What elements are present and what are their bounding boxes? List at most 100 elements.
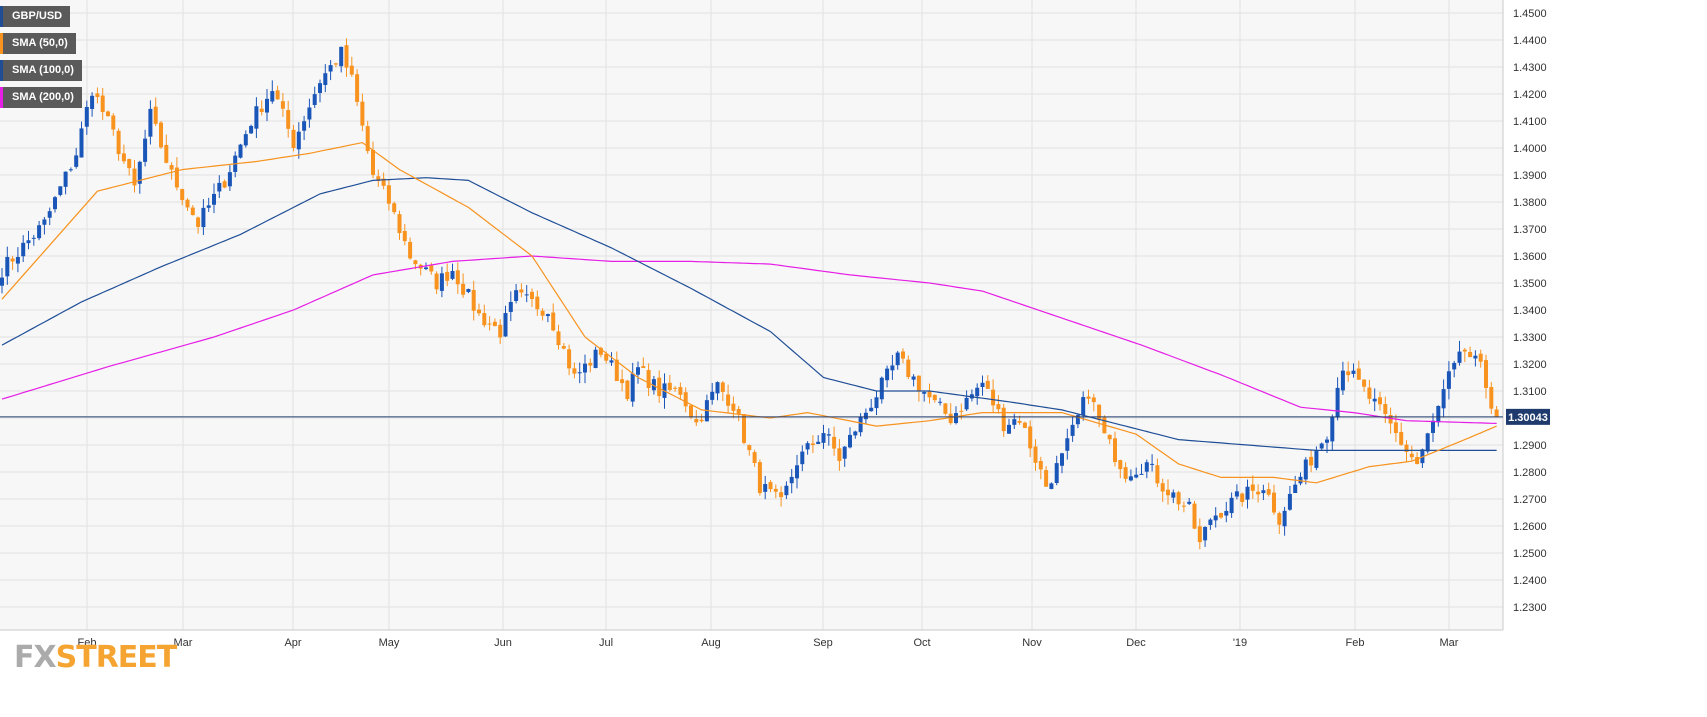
candle[interactable] — [954, 406, 958, 425]
candle[interactable] — [37, 220, 42, 241]
candle[interactable] — [1245, 479, 1250, 509]
candle[interactable] — [275, 85, 280, 100]
candle[interactable] — [895, 350, 900, 370]
candle[interactable] — [736, 406, 741, 422]
candle[interactable] — [63, 171, 68, 195]
candle[interactable] — [1303, 457, 1308, 485]
candle[interactable] — [1139, 463, 1144, 475]
candle[interactable] — [95, 87, 100, 104]
candle[interactable] — [1415, 452, 1420, 465]
candle[interactable] — [763, 475, 768, 500]
candle[interactable] — [201, 199, 206, 235]
candle[interactable] — [1409, 445, 1414, 461]
candle[interactable] — [683, 387, 688, 413]
candle[interactable] — [408, 237, 413, 260]
candle[interactable] — [588, 358, 593, 373]
candle[interactable] — [1452, 360, 1457, 378]
candle[interactable] — [68, 167, 73, 172]
candle[interactable] — [79, 121, 84, 158]
candle[interactable] — [1420, 448, 1425, 469]
candle[interactable] — [699, 413, 704, 423]
candle[interactable] — [1197, 518, 1202, 550]
candle[interactable] — [53, 195, 57, 213]
candle[interactable] — [132, 160, 137, 193]
candle[interactable] — [1203, 526, 1208, 547]
candle[interactable] — [1457, 340, 1462, 366]
candle[interactable] — [1298, 472, 1303, 486]
candle[interactable] — [1044, 466, 1049, 487]
candle[interactable] — [1234, 484, 1239, 500]
candle[interactable] — [439, 266, 444, 298]
candle[interactable] — [1446, 361, 1451, 400]
candle[interactable] — [1340, 361, 1345, 395]
candle[interactable] — [890, 355, 895, 380]
candle[interactable] — [280, 93, 285, 117]
candle[interactable] — [243, 130, 248, 148]
candle[interactable] — [339, 46, 344, 73]
candle[interactable] — [1388, 407, 1393, 434]
candle[interactable] — [100, 87, 105, 120]
candle[interactable] — [742, 414, 746, 445]
candle[interactable] — [74, 147, 79, 169]
candle[interactable] — [667, 374, 672, 392]
candle[interactable] — [302, 115, 307, 141]
candle[interactable] — [922, 390, 927, 402]
candle[interactable] — [42, 216, 47, 235]
candle[interactable] — [318, 79, 322, 103]
candle[interactable] — [567, 344, 572, 376]
candle[interactable] — [514, 284, 519, 304]
candle[interactable] — [1240, 492, 1245, 507]
candle[interactable] — [901, 348, 905, 364]
candle[interactable] — [1468, 346, 1473, 358]
candle[interactable] — [116, 128, 121, 161]
candle[interactable] — [795, 454, 799, 489]
candle[interactable] — [84, 100, 89, 135]
candle[interactable] — [1293, 475, 1298, 494]
candle[interactable] — [1256, 484, 1261, 503]
candle[interactable] — [1362, 379, 1367, 392]
candle[interactable] — [355, 69, 360, 107]
candle[interactable] — [159, 120, 163, 149]
candle[interactable] — [238, 143, 243, 159]
candle[interactable] — [826, 428, 831, 446]
candle[interactable] — [583, 354, 587, 384]
candle[interactable] — [10, 255, 15, 271]
candle[interactable] — [620, 369, 625, 392]
candle[interactable] — [747, 444, 752, 456]
candle[interactable] — [1282, 506, 1287, 536]
candle[interactable] — [1372, 388, 1377, 412]
candle[interactable] — [519, 283, 524, 298]
candle[interactable] — [466, 288, 471, 294]
candle[interactable] — [1484, 354, 1488, 399]
candle[interactable] — [106, 110, 110, 117]
candle[interactable] — [1022, 421, 1027, 429]
candle[interactable] — [212, 183, 216, 214]
candle[interactable] — [164, 134, 169, 164]
candle[interactable] — [726, 384, 731, 414]
candle[interactable] — [530, 288, 534, 308]
candle[interactable] — [174, 157, 179, 191]
candle[interactable] — [148, 100, 153, 145]
candle[interactable] — [371, 141, 375, 179]
candle[interactable] — [1187, 498, 1192, 506]
candle[interactable] — [222, 179, 227, 189]
candle[interactable] — [381, 172, 386, 190]
candle[interactable] — [911, 374, 916, 387]
candle[interactable] — [625, 379, 630, 402]
candle[interactable] — [1261, 484, 1266, 501]
candle[interactable] — [1277, 511, 1282, 534]
candle[interactable] — [540, 308, 545, 321]
candle[interactable] — [1473, 350, 1478, 367]
candle[interactable] — [678, 382, 683, 400]
candle[interactable] — [816, 435, 821, 445]
candle[interactable] — [0, 268, 4, 294]
candle[interactable] — [365, 120, 370, 154]
candle[interactable] — [1346, 361, 1351, 382]
candle[interactable] — [450, 263, 455, 281]
candle[interactable] — [286, 100, 291, 138]
candle[interactable] — [1123, 462, 1128, 483]
candle[interactable] — [673, 386, 678, 392]
candle[interactable] — [26, 230, 31, 250]
candle[interactable] — [508, 291, 513, 322]
candle[interactable] — [127, 158, 132, 176]
